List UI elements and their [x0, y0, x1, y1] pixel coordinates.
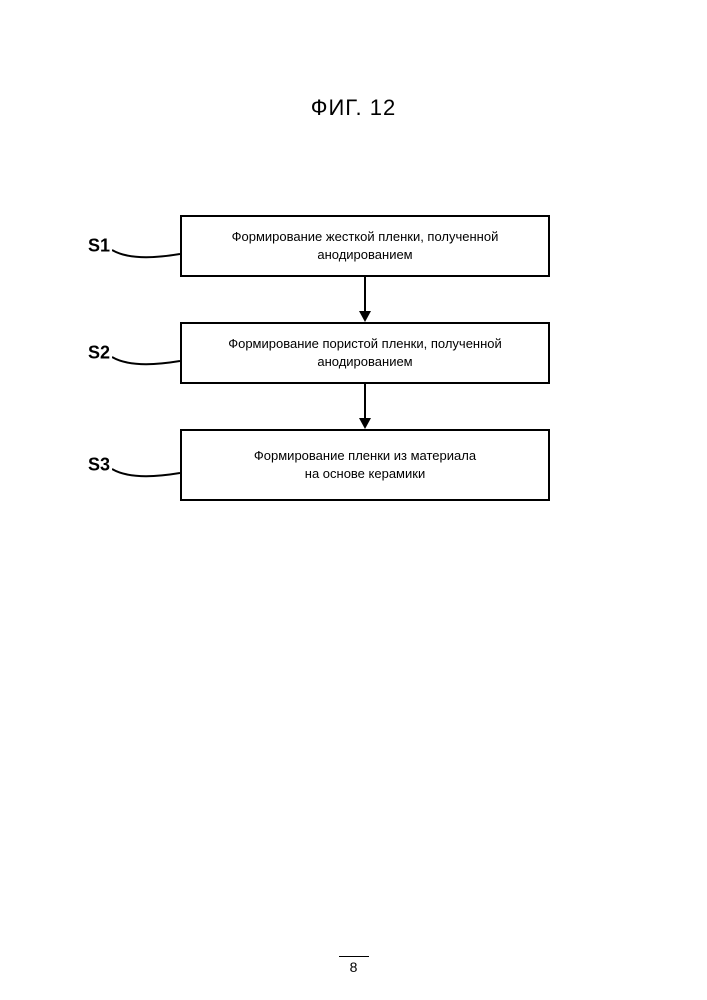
step-text-s2-line1: Формирование пористой пленки, полученной — [228, 336, 502, 351]
step-box-s3: Формирование пленки из материала на осно… — [180, 429, 550, 501]
page: ФИГ. 12 S1 Формирование жесткой пленки, … — [0, 0, 707, 1000]
step-text-s2: Формирование пористой пленки, полученной… — [228, 335, 502, 370]
flowchart: S1 Формирование жесткой пленки, полученн… — [0, 215, 707, 411]
step-text-s1-line1: Формирование жесткой пленки, полученной — [232, 229, 499, 244]
step-box-s2: Формирование пористой пленки, полученной… — [180, 322, 550, 384]
step-box-s1: Формирование жесткой пленки, полученной … — [180, 215, 550, 277]
flow-step-s1: S1 Формирование жесткой пленки, полученн… — [0, 215, 707, 277]
step-label-s3: S3 — [88, 455, 110, 476]
step-label-s2: S2 — [88, 343, 110, 364]
page-number: 8 — [0, 956, 707, 975]
step-text-s3-line1: Формирование пленки из материала — [254, 448, 476, 463]
step-text-s1: Формирование жесткой пленки, полученной … — [232, 228, 499, 263]
step-text-s2-line2: анодированием — [317, 354, 412, 369]
flow-step-s3: S3 Формирование пленки из материала на о… — [0, 429, 707, 501]
figure-title: ФИГ. 12 — [0, 95, 707, 121]
step-text-s3-line2: на основе керамики — [305, 466, 425, 481]
page-number-value: 8 — [339, 956, 369, 975]
flow-step-s2: S2 Формирование пористой пленки, получен… — [0, 322, 707, 384]
step-text-s1-line2: анодированием — [317, 247, 412, 262]
step-label-s1: S1 — [88, 236, 110, 257]
step-text-s3: Формирование пленки из материала на осно… — [254, 447, 476, 482]
